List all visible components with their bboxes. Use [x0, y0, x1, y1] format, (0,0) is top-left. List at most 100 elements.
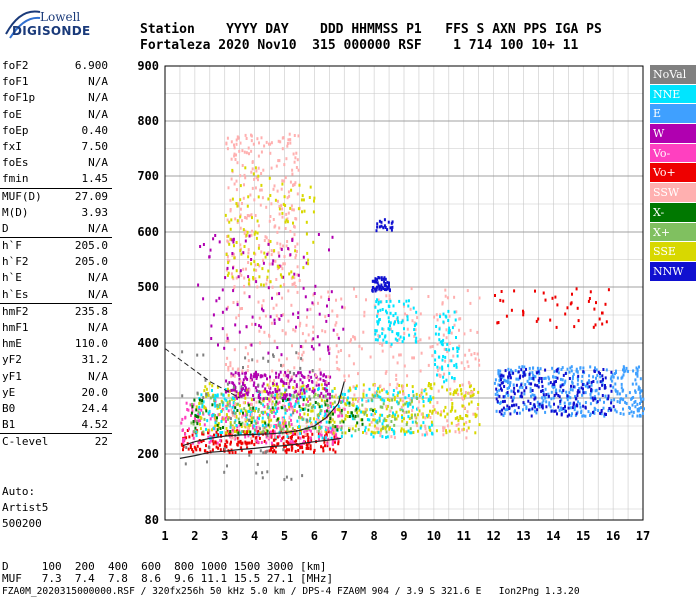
echo-point	[216, 403, 219, 407]
echo-point	[599, 375, 602, 379]
echo-point	[379, 384, 382, 388]
echo-point	[222, 417, 225, 421]
echo-point	[554, 295, 557, 299]
echo-point	[307, 435, 310, 439]
echo-point	[273, 379, 276, 383]
echo-point	[305, 323, 308, 327]
echo-point	[239, 226, 242, 230]
echo-point	[536, 408, 539, 412]
echo-point	[590, 389, 592, 393]
echo-point	[255, 280, 258, 284]
echo-point	[382, 338, 385, 342]
echo-point	[502, 299, 505, 303]
echo-point	[410, 397, 413, 401]
echo-point	[258, 264, 261, 268]
echo-point	[251, 229, 254, 233]
param-value: 27.09	[74, 189, 108, 203]
echo-point	[374, 280, 376, 283]
echo-point	[640, 406, 642, 410]
echo-point	[458, 328, 460, 332]
echo-point	[439, 340, 442, 344]
echo-point	[205, 407, 207, 411]
echo-point	[318, 394, 321, 398]
echo-point	[278, 373, 281, 377]
echo-point	[187, 447, 190, 451]
echo-point	[250, 373, 253, 377]
echo-point	[276, 389, 279, 393]
param-name: fmin	[2, 172, 29, 186]
echo-point	[466, 360, 469, 364]
echo-point	[317, 393, 320, 397]
echo-point	[314, 426, 317, 430]
echo-point	[358, 397, 360, 401]
echo-point	[239, 141, 242, 145]
echo-point	[227, 186, 230, 190]
echo-point	[269, 408, 272, 412]
echo-point	[269, 434, 272, 438]
echo-point	[212, 442, 215, 446]
echo-point	[413, 324, 416, 328]
echo-point	[331, 235, 334, 239]
echo-point	[471, 390, 474, 394]
echo-point	[358, 408, 361, 412]
echo-point	[458, 344, 461, 348]
echo-point	[255, 429, 258, 433]
echo-point	[300, 442, 303, 446]
echo-point	[226, 235, 229, 238]
echo-point	[414, 332, 417, 336]
echo-point	[322, 394, 325, 398]
echo-point	[441, 340, 444, 343]
echo-point	[254, 436, 257, 440]
echo-point	[383, 284, 386, 287]
echo-point	[241, 430, 244, 433]
echo-point	[290, 437, 293, 441]
echo-point	[189, 446, 192, 450]
echo-point	[319, 432, 321, 436]
echo-point	[601, 322, 604, 326]
x-tick-label: 3	[221, 529, 228, 543]
echo-point	[429, 345, 432, 349]
echo-point	[248, 450, 251, 454]
echo-point	[587, 299, 590, 303]
echo-point	[257, 166, 260, 170]
echo-point	[282, 202, 285, 206]
echo-point	[542, 291, 545, 295]
echo-point	[410, 287, 413, 291]
echo-point	[374, 394, 376, 398]
echo-point	[320, 433, 323, 437]
echo-point	[230, 374, 233, 378]
echo-point	[281, 215, 284, 219]
echo-point	[610, 399, 613, 402]
echo-point	[280, 275, 283, 279]
echo-point	[565, 390, 568, 394]
echo-point	[427, 363, 430, 367]
echo-point	[638, 365, 640, 369]
echo-point	[495, 409, 498, 413]
echo-point	[225, 398, 228, 402]
echo-point	[509, 376, 512, 380]
echo-point	[563, 410, 566, 414]
echo-point	[438, 355, 441, 359]
echo-point	[324, 436, 327, 440]
echo-point	[389, 327, 392, 331]
echo-point	[429, 409, 431, 413]
echo-point	[288, 407, 291, 411]
echo-point	[456, 354, 459, 358]
echo-point	[313, 292, 316, 295]
echo-point	[238, 377, 241, 381]
echo-point	[282, 313, 285, 317]
echo-point	[578, 390, 581, 394]
echo-point	[562, 373, 565, 377]
echo-point	[528, 377, 531, 381]
echo-point	[376, 285, 378, 289]
echo-point	[253, 443, 256, 446]
echo-point	[239, 249, 242, 253]
echo-point	[266, 390, 268, 394]
echo-point	[382, 328, 385, 332]
echo-point	[311, 409, 314, 413]
echo-point	[375, 410, 378, 414]
echo-point	[276, 346, 279, 350]
echo-point	[379, 397, 382, 401]
echo-point	[262, 403, 265, 407]
